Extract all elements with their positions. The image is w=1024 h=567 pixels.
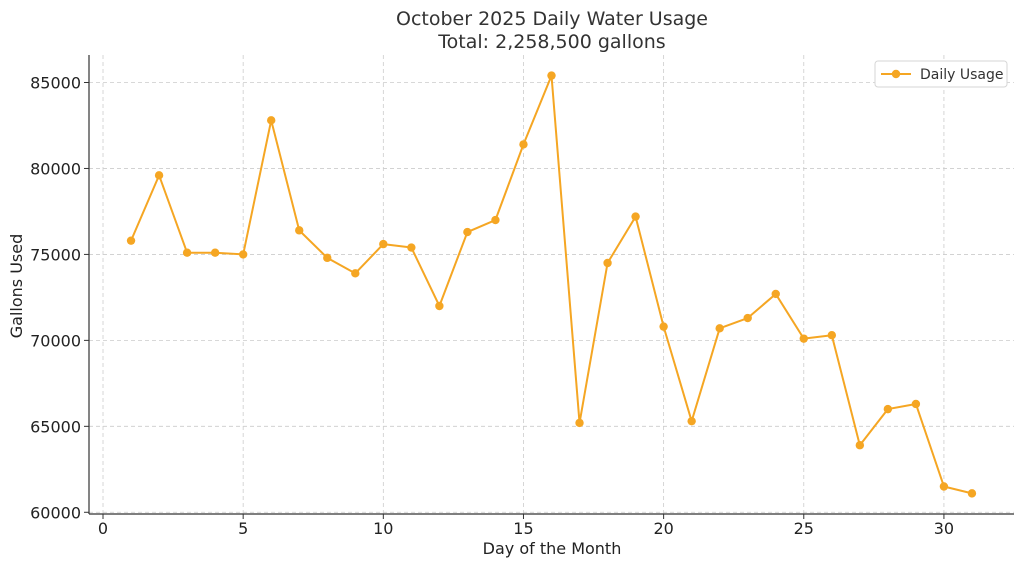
- x-axis-label: Day of the Month: [483, 539, 622, 558]
- data-point: [967, 489, 977, 498]
- data-point: [519, 140, 528, 149]
- x-tick-label: 5: [238, 519, 248, 538]
- data-point: [407, 243, 416, 252]
- y-tick-label: 65000: [30, 417, 81, 436]
- axes: [88, 55, 1014, 515]
- data-point: [771, 289, 780, 299]
- x-tick-label: 0: [98, 519, 108, 538]
- data-point: [379, 239, 388, 249]
- legend-label-daily-usage: Daily Usage: [920, 67, 1004, 83]
- legend-marker-swatch: [891, 69, 901, 79]
- y-tick-label: 70000: [30, 331, 81, 350]
- data-point: [883, 404, 893, 414]
- data-point: [743, 313, 752, 323]
- data-point: [631, 212, 640, 221]
- data-point: [154, 171, 164, 180]
- data-point: [491, 215, 500, 225]
- data-point: [182, 248, 192, 257]
- data-point: [266, 116, 276, 125]
- data-point: [799, 334, 808, 343]
- data-point: [911, 399, 921, 409]
- data-point: [295, 226, 304, 235]
- x-tick-label: 30: [934, 519, 954, 538]
- data-point: [323, 253, 332, 263]
- chart-subtitle: Total: 2,258,500 gallons: [437, 31, 665, 53]
- series-daily-usage: [126, 71, 977, 498]
- data-point: [687, 416, 696, 426]
- data-point: [575, 418, 584, 428]
- x-tick-label: 20: [653, 519, 673, 538]
- data-point: [351, 269, 360, 278]
- grid: [89, 55, 1014, 514]
- legend: Daily Usage: [874, 60, 1008, 88]
- y-tick-label: 75000: [30, 245, 81, 264]
- tick-labels: 0 5 10 15 20 25 30 60000 65000 70000 75000 80000 850…: [30, 74, 954, 538]
- data-point: [715, 324, 724, 333]
- data-point: [855, 441, 865, 450]
- data-point: [659, 322, 668, 331]
- data-point: [603, 258, 612, 268]
- y-tick-label: 60000: [30, 503, 81, 522]
- x-tick-label: 25: [794, 519, 814, 538]
- data-point: [463, 227, 472, 237]
- data-point: [210, 248, 220, 257]
- y-tick-label: 85000: [30, 74, 81, 93]
- chart-title: October 2025 Daily Water Usage: [396, 8, 708, 30]
- data-point: [435, 301, 444, 311]
- data-point: [238, 250, 248, 259]
- y-axis-label: Gallons Used: [7, 234, 26, 339]
- data-point: [939, 482, 949, 491]
- x-tick-label: 10: [373, 519, 393, 538]
- y-tick-label: 80000: [30, 159, 81, 178]
- data-point: [547, 71, 556, 80]
- series-line: [130, 74, 973, 495]
- legend-box: [874, 60, 1008, 88]
- x-tick-label: 15: [513, 519, 533, 538]
- data-point: [126, 236, 136, 245]
- data-point: [827, 331, 837, 340]
